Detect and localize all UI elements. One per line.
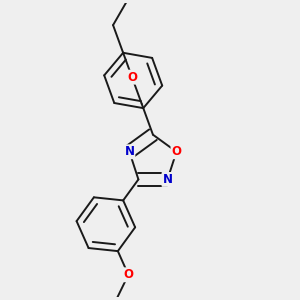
Text: O: O bbox=[172, 145, 182, 158]
Text: O: O bbox=[123, 268, 134, 281]
Text: N: N bbox=[124, 145, 134, 158]
Text: N: N bbox=[163, 173, 172, 186]
Text: O: O bbox=[127, 70, 137, 84]
